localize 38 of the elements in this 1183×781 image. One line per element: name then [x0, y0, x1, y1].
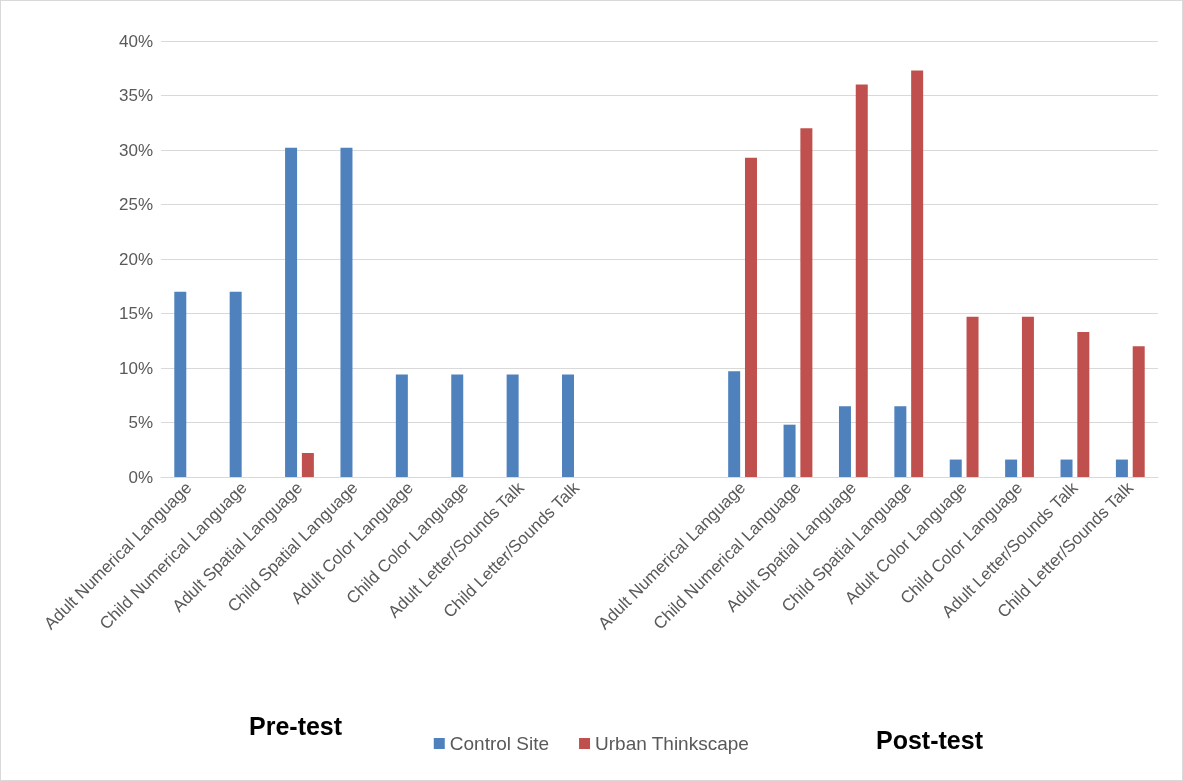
bar	[285, 147, 298, 477]
bar	[911, 70, 924, 477]
bar	[340, 147, 353, 477]
legend-label: Control Site	[449, 733, 550, 754]
bar	[174, 291, 187, 477]
bar	[1077, 332, 1090, 477]
bar	[562, 374, 575, 477]
y-tick-label: 0%	[128, 467, 153, 487]
bar	[506, 374, 519, 477]
bar	[949, 459, 962, 477]
y-tick-label: 10%	[118, 358, 153, 378]
text: Post-test	[876, 725, 984, 754]
y-tick-label: 5%	[128, 413, 153, 432]
y-tick-label: 15%	[118, 304, 153, 323]
y-tick-label: 20%	[118, 249, 153, 269]
bar	[1132, 346, 1145, 477]
bar	[966, 316, 979, 477]
bar	[783, 424, 796, 477]
bar	[451, 374, 464, 477]
bar	[1005, 459, 1018, 477]
bar	[1115, 459, 1128, 477]
bar	[1060, 459, 1073, 477]
bar	[744, 157, 757, 477]
bar	[728, 371, 741, 477]
legend-label: Urban Thinkscape	[595, 733, 749, 754]
bar	[800, 128, 813, 477]
y-tick-label: 40%	[118, 31, 153, 51]
bar	[229, 291, 242, 477]
y-tick-label: 30%	[118, 140, 153, 160]
text: Pre-test	[249, 711, 343, 740]
y-tick-label: 35%	[118, 86, 153, 105]
bar	[838, 406, 851, 477]
y-tick-label: 25%	[118, 195, 153, 214]
bar	[894, 406, 907, 477]
bar	[855, 84, 868, 477]
bar	[395, 374, 408, 477]
bar	[1021, 316, 1034, 477]
bar	[301, 453, 314, 477]
